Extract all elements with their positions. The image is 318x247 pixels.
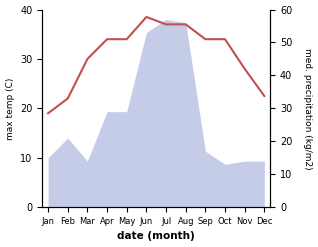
Y-axis label: max temp (C): max temp (C) (5, 77, 15, 140)
Y-axis label: med. precipitation (kg/m2): med. precipitation (kg/m2) (303, 48, 313, 169)
X-axis label: date (month): date (month) (117, 231, 195, 242)
